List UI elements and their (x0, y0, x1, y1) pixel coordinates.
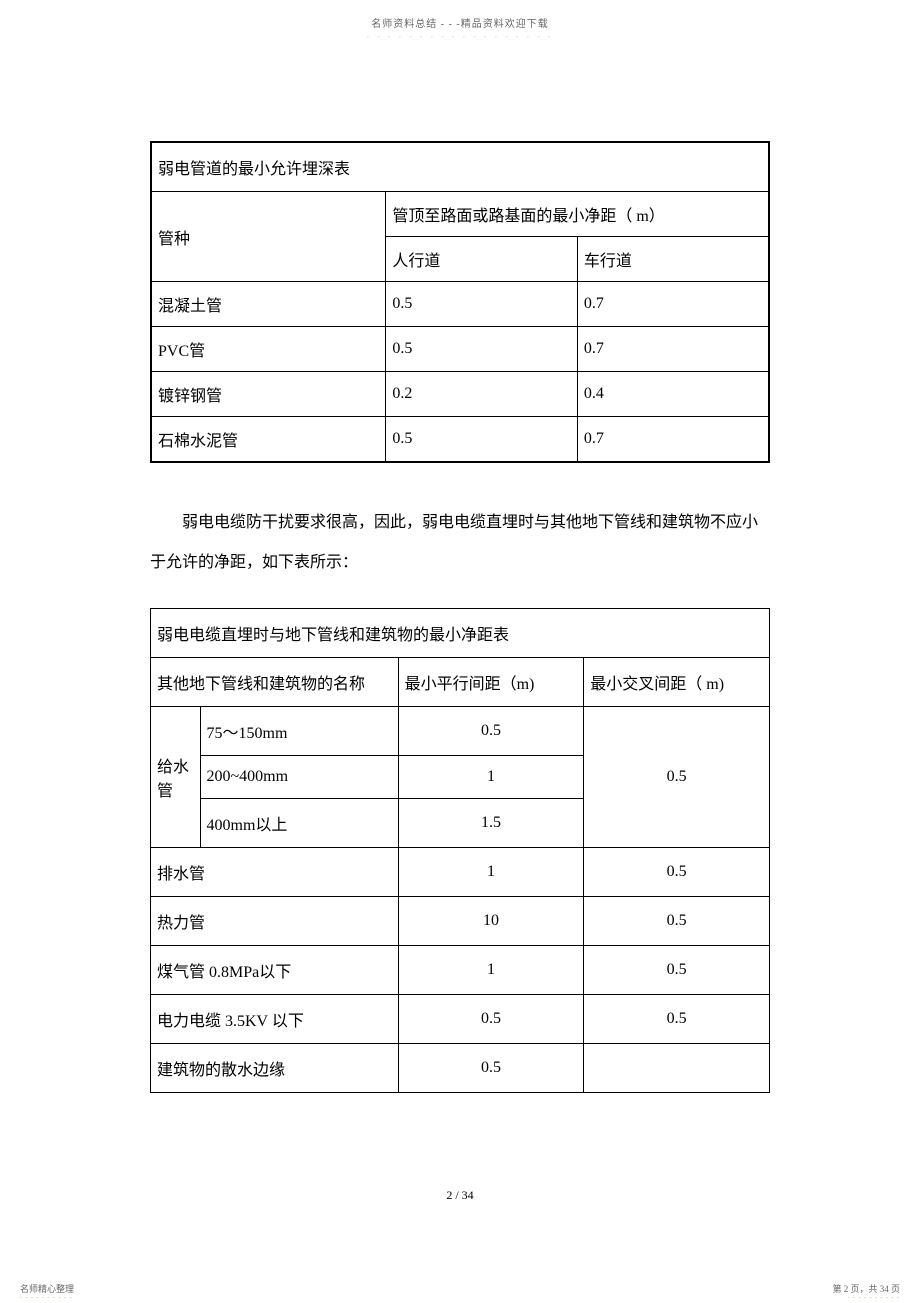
table1-title: 弱电管道的最小允许埋深表 (151, 142, 769, 192)
footer-left-dots: - - - - - - - - - - (20, 1295, 72, 1301)
cell-cross: 0.5 (584, 848, 770, 897)
table-row: 建筑物的散水边缘 0.5 (151, 1044, 770, 1093)
table2-col1-header: 其他地下管线和建筑物的名称 (151, 658, 399, 707)
header-text: 名师资料总结 - - -精品资料欢迎下载 (0, 0, 920, 30)
cell-cross: 0.5 (584, 946, 770, 995)
cell-parallel: 10 (398, 897, 584, 946)
cell-type: PVC管 (151, 327, 386, 372)
table-row: 镀锌钢管 0.2 0.4 (151, 372, 769, 417)
table-row: 煤气管 0.8MPa以下 1 0.5 (151, 946, 770, 995)
cell-size: 200~400mm (200, 756, 398, 799)
cell-parallel: 1 (398, 946, 584, 995)
cell-cross: 0.5 (584, 707, 770, 848)
cell-parallel: 1.5 (398, 799, 584, 848)
cell-name: 热力管 (151, 897, 399, 946)
cell-vehicle: 0.7 (577, 327, 769, 372)
table-row: 石棉水泥管 0.5 0.7 (151, 417, 769, 463)
cell-vehicle: 0.7 (577, 282, 769, 327)
cell-type: 混凝土管 (151, 282, 386, 327)
cell-parallel: 0.5 (398, 707, 584, 756)
cell-size: 400mm以上 (200, 799, 398, 848)
cell-pedestrian: 0.5 (386, 327, 578, 372)
table1-col3-header: 车行道 (577, 237, 769, 282)
cell-name: 电力电缆 3.5KV 以下 (151, 995, 399, 1044)
cell-pedestrian: 0.2 (386, 372, 578, 417)
table1-col2-header: 人行道 (386, 237, 578, 282)
table2-col2-header: 最小平行间距（m) (398, 658, 584, 707)
cell-parallel: 0.5 (398, 1044, 584, 1093)
paragraph-text: 弱电电缆防干扰要求很高，因此，弱电电缆直埋时与其他地下管线和建筑物不应小于允许的… (150, 503, 770, 583)
table-row: 排水管 1 0.5 (151, 848, 770, 897)
cell-name: 建筑物的散水边缘 (151, 1044, 399, 1093)
main-content: 弱电管道的最小允许埋深表 管种 管顶至路面或路基面的最小净距（ m） 人行道 车… (0, 41, 920, 1093)
table-row: 混凝土管 0.5 0.7 (151, 282, 769, 327)
table1-col1-header: 管种 (151, 192, 386, 282)
cell-parallel: 1 (398, 756, 584, 799)
cell-water-label: 给水管 (151, 707, 201, 848)
table2-title: 弱电电缆直埋时与地下管线和建筑物的最小净距表 (151, 609, 770, 658)
table-min-distance: 弱电电缆直埋时与地下管线和建筑物的最小净距表 其他地下管线和建筑物的名称 最小平… (150, 608, 770, 1093)
cell-name: 排水管 (151, 848, 399, 897)
table1-col-group-header: 管顶至路面或路基面的最小净距（ m） (386, 192, 769, 237)
footer-right-dots: - - - - - - - - - - (848, 1295, 900, 1301)
cell-size: 75～150mm (200, 707, 398, 756)
cell-cross: 0.5 (584, 897, 770, 946)
cell-vehicle: 0.7 (577, 417, 769, 463)
cell-parallel: 0.5 (398, 995, 584, 1044)
table-row: 电力电缆 3.5KV 以下 0.5 0.5 (151, 995, 770, 1044)
table-burial-depth: 弱电管道的最小允许埋深表 管种 管顶至路面或路基面的最小净距（ m） 人行道 车… (150, 141, 770, 463)
cell-type: 镀锌钢管 (151, 372, 386, 417)
cell-pedestrian: 0.5 (386, 417, 578, 463)
page-number: 2 / 34 (0, 1188, 920, 1203)
footer-right: 第 2 页，共 34 页 (832, 1282, 900, 1295)
cell-cross (584, 1044, 770, 1093)
table-row: PVC管 0.5 0.7 (151, 327, 769, 372)
footer-left: 名师精心整理 (20, 1282, 74, 1295)
table2-col3-header: 最小交叉间距（ m) (584, 658, 770, 707)
cell-cross: 0.5 (584, 995, 770, 1044)
cell-vehicle: 0.4 (577, 372, 769, 417)
cell-name: 煤气管 0.8MPa以下 (151, 946, 399, 995)
table-row: 热力管 10 0.5 (151, 897, 770, 946)
cell-parallel: 1 (398, 848, 584, 897)
header-dots: - - - - - - - - - - - - - - - - - - (0, 32, 920, 41)
cell-type: 石棉水泥管 (151, 417, 386, 463)
table-row: 给水管 75～150mm 0.5 0.5 (151, 707, 770, 756)
cell-pedestrian: 0.5 (386, 282, 578, 327)
